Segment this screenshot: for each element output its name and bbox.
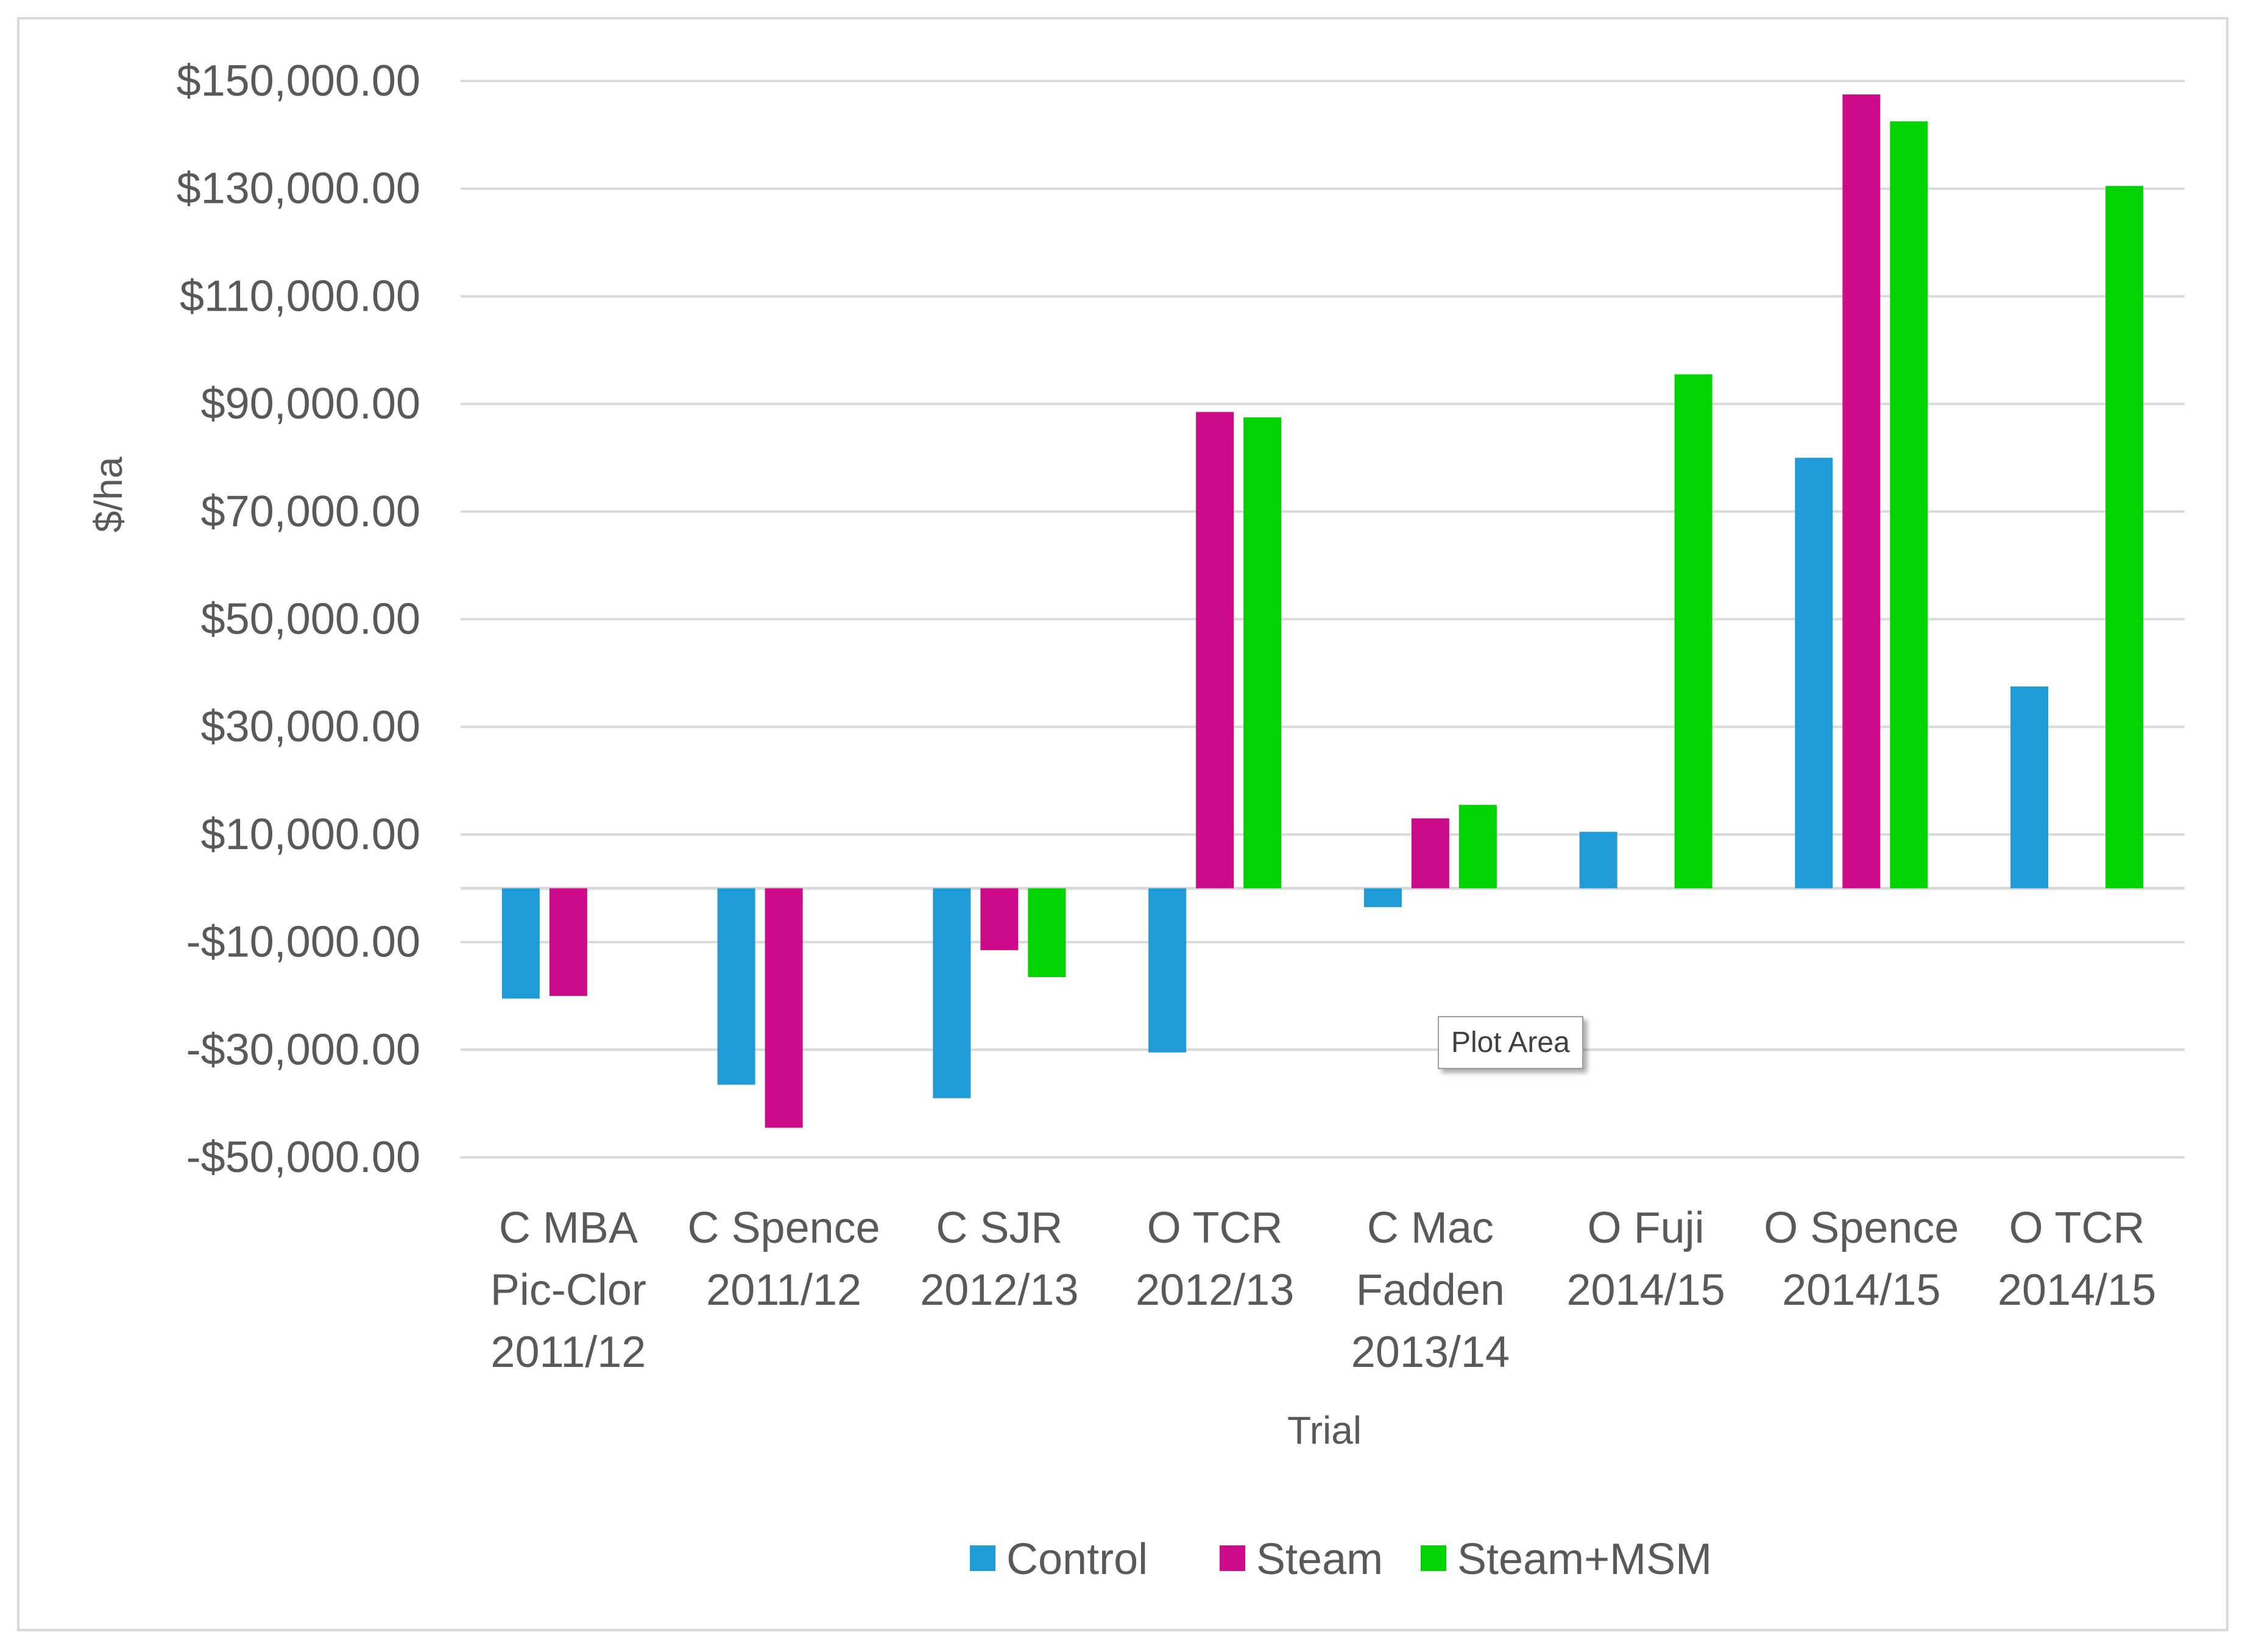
bar-steam-msm[interactable] bbox=[1458, 805, 1497, 889]
x-category-label: O TCR bbox=[1147, 1204, 1283, 1252]
x-category-label: 2011/12 bbox=[490, 1328, 646, 1377]
bar-control[interactable] bbox=[933, 888, 971, 1098]
bar-steam[interactable] bbox=[1411, 818, 1449, 889]
x-axis-title: Trial bbox=[1287, 1408, 1362, 1452]
bar-control[interactable] bbox=[717, 888, 755, 1085]
bar-control[interactable] bbox=[2010, 686, 2049, 889]
y-tick-label: -$30,000.00 bbox=[186, 1025, 420, 1074]
x-category-label: 2012/13 bbox=[1136, 1266, 1294, 1315]
bar-steam[interactable] bbox=[765, 888, 803, 1128]
bar-steam[interactable] bbox=[549, 888, 587, 996]
bar-steam-msm[interactable] bbox=[1674, 374, 1713, 889]
legend-label: Steam bbox=[1256, 1535, 1383, 1584]
x-category-label: O Fuji bbox=[1588, 1204, 1705, 1252]
y-tick-label: $90,000.00 bbox=[201, 379, 420, 428]
y-tick-label: -$50,000.00 bbox=[186, 1133, 420, 1182]
bar-steam-msm[interactable] bbox=[1028, 888, 1066, 978]
x-category-label: 2011/12 bbox=[706, 1266, 861, 1315]
x-category-label: O Spence bbox=[1764, 1204, 1959, 1252]
x-category-label: Pic-Clor bbox=[490, 1266, 646, 1315]
x-category-label: 2013/14 bbox=[1351, 1328, 1510, 1377]
y-tick-label: $150,000.00 bbox=[177, 57, 420, 105]
y-axis-title: $/ha bbox=[87, 456, 130, 532]
bar-steam-msm[interactable] bbox=[2105, 186, 2144, 889]
bar-control[interactable] bbox=[501, 888, 540, 999]
legend: Control Steam Steam+MSM bbox=[970, 1535, 1712, 1584]
bar-control[interactable] bbox=[1148, 888, 1187, 1053]
plot-area-tooltip: Plot Area bbox=[1438, 1016, 1583, 1069]
y-tick-label: -$10,000.00 bbox=[186, 918, 420, 967]
bar-control[interactable] bbox=[1363, 888, 1402, 908]
x-category-label: 2014/15 bbox=[1566, 1266, 1725, 1315]
x-category-label: C Mac bbox=[1367, 1204, 1494, 1252]
bar-steam[interactable] bbox=[980, 888, 1019, 950]
y-tick-label: $30,000.00 bbox=[201, 702, 420, 751]
legend-swatch bbox=[970, 1545, 995, 1571]
x-category-label: C MBA bbox=[499, 1204, 638, 1252]
y-tick-label: $130,000.00 bbox=[177, 164, 420, 213]
bar-series[interactable] bbox=[501, 94, 2144, 1128]
y-tick-label: $110,000.00 bbox=[180, 272, 420, 320]
x-category-label: C SJR bbox=[936, 1204, 1062, 1252]
bar-steam[interactable] bbox=[1842, 94, 1881, 889]
bar-control[interactable] bbox=[1795, 457, 1833, 889]
x-category-label: C Spence bbox=[688, 1204, 880, 1252]
x-category-label: 2014/15 bbox=[1998, 1266, 2156, 1315]
bar-steam-msm[interactable] bbox=[1890, 121, 1928, 889]
x-category-label: O TCR bbox=[2009, 1204, 2145, 1252]
y-tick-label: $70,000.00 bbox=[201, 487, 420, 536]
legend-label: Control bbox=[1006, 1535, 1148, 1584]
x-category-label: 2014/15 bbox=[1782, 1266, 1940, 1315]
legend-swatch bbox=[1220, 1545, 1245, 1571]
bar-steam[interactable] bbox=[1196, 412, 1234, 889]
y-tick-label: $50,000.00 bbox=[201, 595, 420, 644]
bar-control[interactable] bbox=[1579, 831, 1617, 889]
legend-label: Steam+MSM bbox=[1457, 1535, 1712, 1584]
y-tick-label: $10,000.00 bbox=[201, 810, 420, 859]
y-axis-tick-labels: $150,000.00 $130,000.00 $110,000.00 $90,000… bbox=[177, 57, 420, 1182]
bar-steam-msm[interactable] bbox=[1243, 417, 1282, 889]
legend-swatch bbox=[1421, 1545, 1446, 1571]
x-category-label: Fadden bbox=[1356, 1266, 1505, 1315]
x-axis-category-labels: C MBA Pic-Clor 2011/12 C Spence 2011/12 C SJR… bbox=[490, 1204, 2156, 1377]
x-category-label: 2012/13 bbox=[920, 1266, 1078, 1315]
